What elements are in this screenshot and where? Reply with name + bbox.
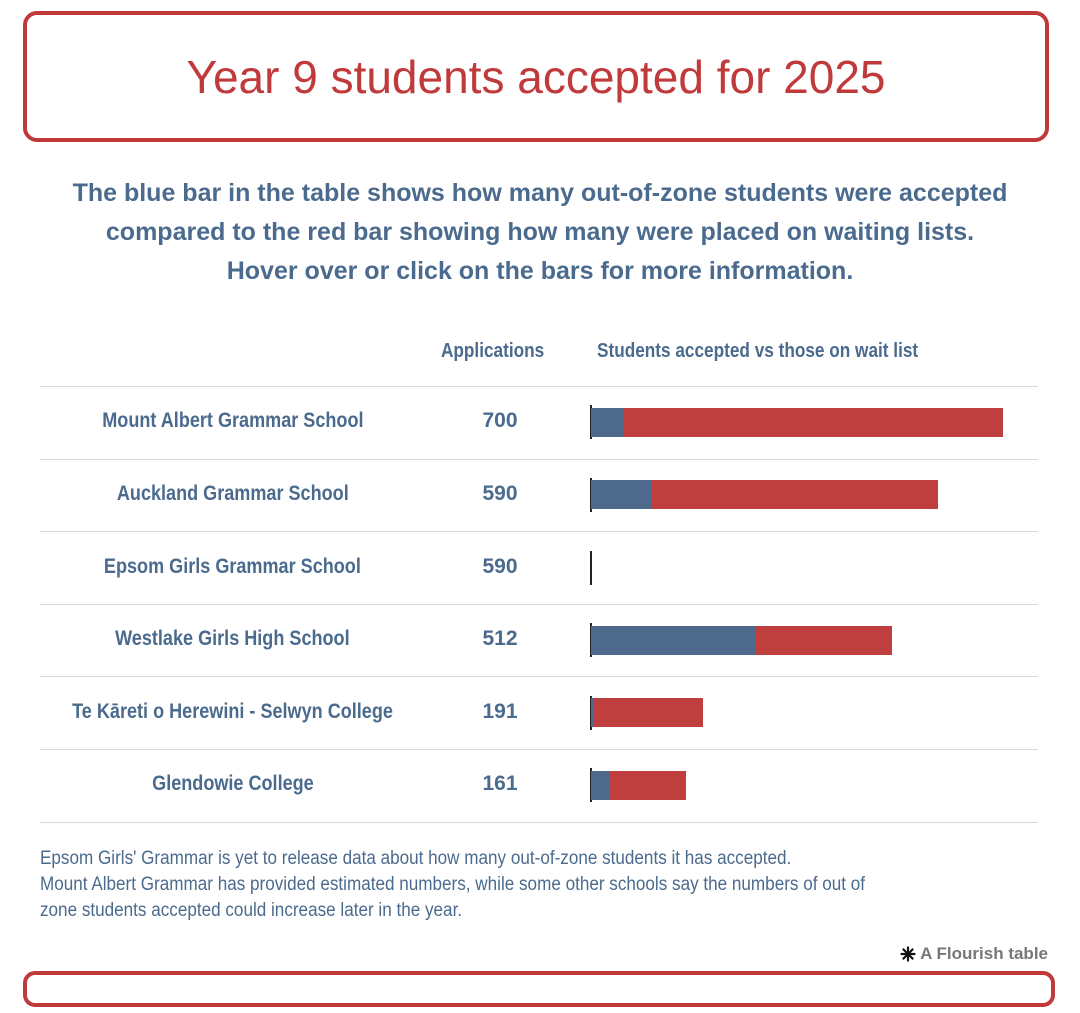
accepted-bar[interactable] xyxy=(591,407,624,437)
bar-axis xyxy=(590,550,592,585)
subtitle-line: compared to the red bar showing how many… xyxy=(105,218,975,246)
chart-title: Year 9 students accepted for 2025 xyxy=(186,50,886,103)
waitlist-bar[interactable] xyxy=(610,770,686,800)
school-name: Mount Albert Grammar School xyxy=(40,409,425,433)
footnote: Epsom Girls' Grammar is yet to release d… xyxy=(40,846,1040,924)
applications-value: 161 xyxy=(482,772,518,796)
school-name: Auckland Grammar School xyxy=(40,482,425,506)
school-name: Westlake Girls High School xyxy=(40,627,425,651)
row-divider xyxy=(40,603,1038,605)
waitlist-bar[interactable] xyxy=(755,625,893,655)
school-name-label: Auckland Grammar School xyxy=(116,481,349,505)
school-name-label: Mount Albert Grammar School xyxy=(101,409,364,433)
applications-value: 191 xyxy=(482,699,518,723)
column-header-bars: Students accepted vs those on wait list xyxy=(597,340,919,362)
row-divider xyxy=(40,531,1038,533)
credit-text: A Flourish table xyxy=(920,944,1048,963)
subtitle-line: Hover over or click on the bars for more… xyxy=(226,257,854,285)
waitlist-bar[interactable] xyxy=(623,407,1003,437)
flourish-credit-link[interactable]: A Flourish table xyxy=(900,944,1048,964)
school-name-label: Te Kāreti o Herewini - Selwyn College xyxy=(72,699,393,723)
chart-subtitle: The blue bar in the table shows how many… xyxy=(20,174,1060,291)
row-divider xyxy=(40,821,1038,823)
applications-value: 590 xyxy=(482,554,518,578)
bottom-box xyxy=(23,971,1055,1007)
row-divider xyxy=(40,386,1038,387)
school-name: Te Kāreti o Herewini - Selwyn College xyxy=(40,700,425,724)
school-name-label: Glendowie College xyxy=(151,772,314,796)
footnote-line: Mount Albert Grammar has provided estima… xyxy=(40,874,866,895)
accepted-bar[interactable] xyxy=(591,698,594,728)
accepted-bar[interactable] xyxy=(591,770,611,800)
footnote-line: Epsom Girls' Grammar is yet to release d… xyxy=(40,848,792,869)
waitlist-bar[interactable] xyxy=(651,480,939,510)
accepted-bar[interactable] xyxy=(591,480,652,510)
school-name: Glendowie College xyxy=(40,772,425,796)
flourish-logo-icon xyxy=(900,946,916,962)
accepted-bar[interactable] xyxy=(591,625,756,655)
footnote-line: zone students accepted could increase la… xyxy=(40,900,463,921)
school-name: Epsom Girls Grammar School xyxy=(40,555,425,579)
row-divider xyxy=(40,749,1038,750)
applications-value: 700 xyxy=(482,409,518,433)
subtitle-line: The blue bar in the table shows how many… xyxy=(72,179,1008,207)
school-name-label: Epsom Girls Grammar School xyxy=(104,554,361,578)
school-name-label: Westlake Girls High School xyxy=(115,627,350,651)
row-divider xyxy=(40,458,1038,460)
title-box: Year 9 students accepted for 2025 xyxy=(23,11,1049,142)
column-header-applications: Applications xyxy=(441,340,545,362)
applications-value: 512 xyxy=(482,627,518,651)
applications-value: 590 xyxy=(482,481,518,505)
waitlist-bar[interactable] xyxy=(593,698,704,728)
row-divider xyxy=(40,676,1038,678)
